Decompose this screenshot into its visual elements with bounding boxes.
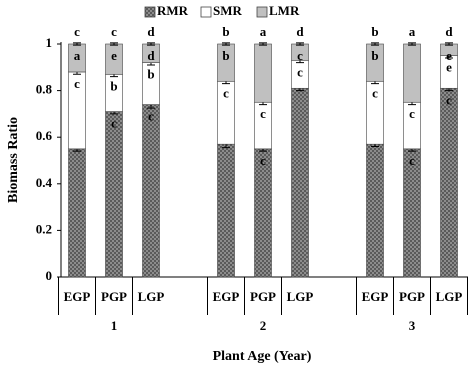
error-bar	[222, 42, 230, 46]
group-label: 3	[409, 318, 416, 333]
segment-letter: e	[111, 48, 117, 63]
x-tick-label: LGP	[287, 289, 314, 304]
segment-letter: c	[409, 153, 415, 168]
y-tick-label: 0.6	[36, 128, 53, 143]
segment-letter: b	[110, 78, 117, 93]
bar-segment	[366, 143, 384, 278]
top-letter: b	[222, 24, 229, 39]
top-letter: b	[371, 24, 378, 39]
group-label: 1	[111, 318, 118, 333]
x-tick-label: EGP	[213, 289, 240, 304]
segment-letter: c	[409, 106, 415, 121]
segment-letter: c	[260, 106, 266, 121]
error-bar	[371, 42, 379, 46]
legend-label: SMR	[213, 3, 243, 18]
x-tick-label: EGP	[362, 289, 389, 304]
legend-swatch	[256, 6, 268, 18]
error-bar	[110, 42, 118, 46]
top-letter: d	[296, 24, 304, 39]
top-letter: c	[74, 24, 80, 39]
segment-letter: c	[446, 92, 452, 107]
bar-segment	[105, 111, 123, 278]
segment-letter: c	[223, 85, 229, 100]
x-tick-label: LGP	[138, 289, 165, 304]
y-axis-title: Biomass Ratio	[6, 117, 21, 203]
error-bar	[408, 42, 416, 46]
legend-swatch	[144, 6, 156, 18]
bar-segment	[403, 43, 421, 103]
y-tick-label: 0.2	[36, 221, 52, 236]
error-bar	[296, 42, 304, 46]
legend-label: LMR	[269, 3, 300, 18]
bar-segment	[217, 143, 235, 278]
segment-letter: c	[111, 116, 117, 131]
bar-segment	[142, 104, 160, 278]
segment-letter: e	[446, 60, 452, 75]
segment-letter: d	[147, 48, 155, 63]
x-tick-label: EGP	[64, 289, 91, 304]
bar-segment	[254, 43, 272, 103]
error-bar	[259, 42, 267, 46]
segment-letter: a	[74, 48, 81, 63]
x-axis-title: Plant Age (Year)	[213, 349, 312, 364]
top-letter: d	[445, 24, 453, 39]
legend-swatch	[200, 6, 212, 18]
error-bar	[445, 42, 453, 46]
group-label: 2	[260, 318, 267, 333]
segment-letter: c	[297, 64, 303, 79]
bar-segment	[403, 148, 421, 278]
top-letter: a	[260, 24, 267, 39]
segment-letter: c	[260, 153, 266, 168]
x-tick-label: PGP	[399, 289, 425, 304]
segment-letter: b	[371, 48, 378, 63]
segment-letter: c	[74, 76, 80, 91]
x-tick-label: PGP	[101, 289, 127, 304]
segment-letter: b	[222, 48, 229, 63]
error-bar	[147, 42, 155, 46]
bar-segment	[291, 87, 309, 278]
segment-letter: c	[297, 48, 303, 63]
y-tick-label: 1	[46, 35, 53, 50]
segment-letter: c	[148, 109, 154, 124]
top-letter: a	[409, 24, 416, 39]
bar-segment	[254, 148, 272, 278]
top-letter: d	[147, 24, 155, 39]
segment-letter: c	[372, 85, 378, 100]
y-tick-label: 0	[46, 268, 53, 283]
error-bar	[73, 42, 81, 46]
x-tick-label: PGP	[250, 289, 276, 304]
top-letter: c	[111, 24, 117, 39]
legend-label: RMR	[157, 3, 189, 18]
bar-segment	[68, 148, 86, 278]
segment-letter: b	[147, 67, 154, 82]
bar-segment	[440, 87, 458, 278]
y-tick-label: 0.4	[36, 175, 53, 190]
x-tick-label: LGP	[436, 289, 463, 304]
y-tick-label: 0.8	[36, 82, 53, 97]
segment-letter: e	[446, 48, 452, 63]
